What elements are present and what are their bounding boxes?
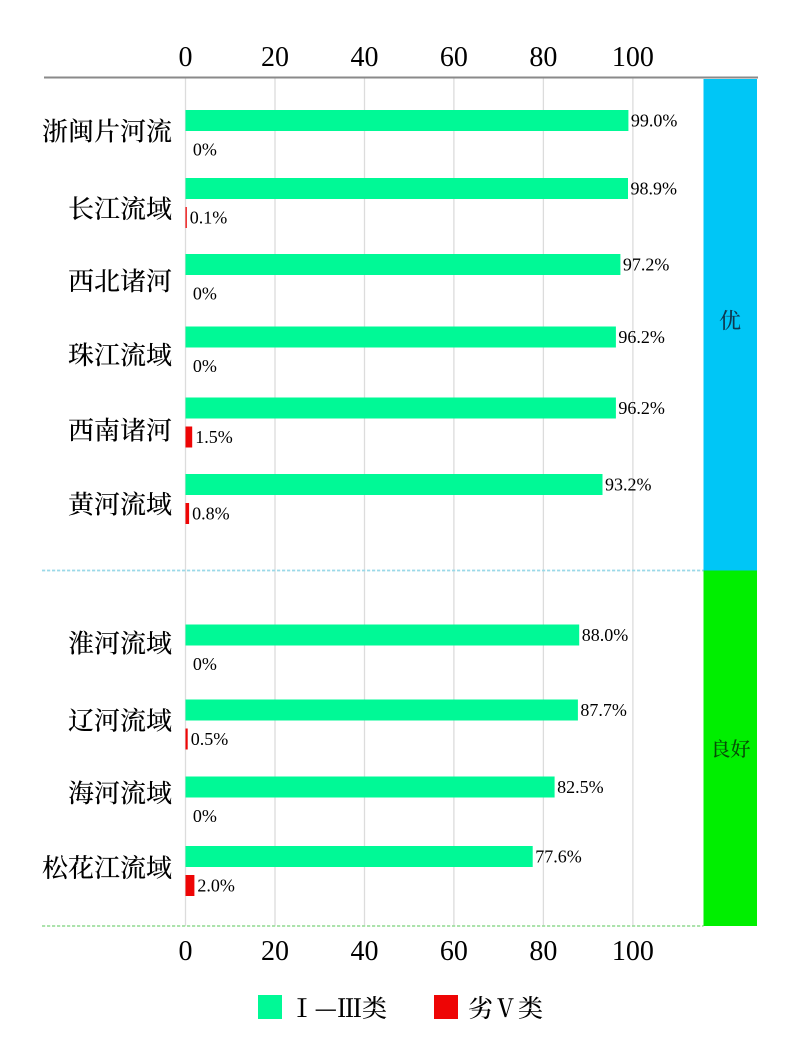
svg-text:20: 20	[261, 42, 289, 73]
svg-text:98.9%: 98.9%	[631, 179, 678, 199]
svg-text:0%: 0%	[193, 654, 217, 674]
svg-text:77.6%: 77.6%	[535, 847, 582, 867]
svg-text:0%: 0%	[193, 356, 217, 376]
svg-text:0: 0	[179, 936, 193, 967]
svg-text:2.0%: 2.0%	[197, 876, 235, 896]
svg-text:97.2%: 97.2%	[623, 255, 670, 275]
svg-text:1.5%: 1.5%	[195, 427, 233, 447]
svg-text:99.0%: 99.0%	[631, 111, 678, 131]
svg-text:0%: 0%	[193, 806, 217, 826]
svg-text:80: 80	[529, 936, 557, 967]
svg-text:0.8%: 0.8%	[192, 504, 230, 524]
svg-text:100: 100	[612, 42, 654, 73]
svg-text:96.2%: 96.2%	[618, 327, 665, 347]
svg-text:0.1%: 0.1%	[190, 208, 228, 228]
svg-text:40: 40	[351, 936, 379, 967]
svg-text:0.5%: 0.5%	[191, 729, 229, 749]
svg-text:20: 20	[261, 936, 289, 967]
svg-text:96.2%: 96.2%	[618, 398, 665, 418]
svg-text:0%: 0%	[193, 140, 217, 160]
svg-text:100: 100	[612, 936, 654, 967]
svg-text:0%: 0%	[193, 284, 217, 304]
svg-text:93.2%: 93.2%	[605, 475, 652, 495]
svg-text:88.0%: 88.0%	[582, 625, 629, 645]
svg-text:80: 80	[529, 42, 557, 73]
svg-text:87.7%: 87.7%	[580, 700, 627, 720]
svg-text:40: 40	[351, 42, 379, 73]
svg-text:0: 0	[179, 42, 193, 73]
svg-text:60: 60	[440, 42, 468, 73]
svg-text:82.5%: 82.5%	[557, 777, 604, 797]
svg-text:60: 60	[440, 936, 468, 967]
